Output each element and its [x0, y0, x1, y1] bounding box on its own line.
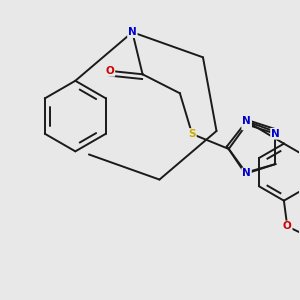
Text: O: O	[283, 221, 292, 232]
Text: S: S	[188, 129, 196, 139]
Text: O: O	[106, 66, 114, 76]
Text: N: N	[271, 129, 280, 139]
Text: N: N	[242, 119, 251, 129]
Text: N: N	[242, 169, 251, 178]
Text: N: N	[242, 116, 251, 126]
Text: N: N	[128, 27, 137, 37]
